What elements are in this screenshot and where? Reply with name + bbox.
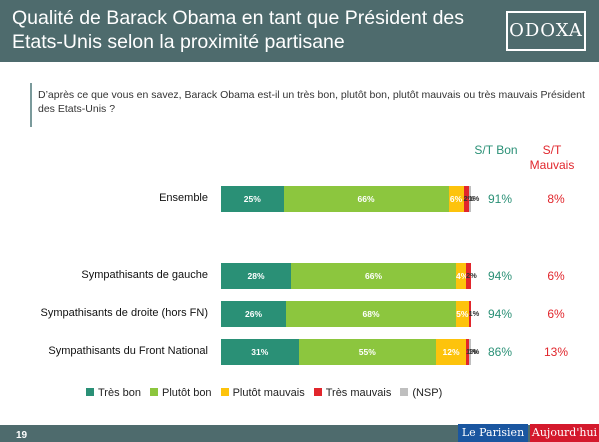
bar-segment: 26%: [221, 301, 286, 327]
legend-item: Plutôt bon: [150, 387, 212, 399]
column-header-st-bon: S/T Bon: [474, 143, 518, 157]
legend-swatch: [220, 388, 229, 396]
odoxa-logo: ODOXA: [506, 11, 586, 51]
bar-segment: 66%: [291, 263, 456, 289]
legend-item: Très mauvais: [313, 387, 392, 399]
category-label: Sympathisants de droite (hors FN): [40, 307, 208, 319]
chart-legend: Très bon Plutôt bon Plutôt mauvais Très mau…: [86, 387, 566, 399]
bar-segment: 66%: [283, 186, 449, 212]
page-title: Qualité de Barack Obama en tant que Prés…: [12, 7, 465, 53]
bar-row: 28% 66% 4% 2%: [221, 263, 477, 289]
bar-segment: 5%: [456, 301, 469, 327]
bar-row: 25%66%6%2%1%: [221, 186, 479, 212]
category-label: Ensemble: [159, 192, 208, 204]
st-bon-value: 94%: [487, 307, 513, 321]
legend-label: Plutôt mauvais: [232, 387, 305, 399]
page-number: 19: [16, 430, 28, 441]
bar-segment: 28%: [221, 263, 291, 289]
bar-segment: 4%: [456, 263, 468, 289]
survey-question: D’après ce que vous en savez, Barack Oba…: [38, 89, 585, 115]
legend-label: (NSP): [412, 387, 443, 399]
bar-segment: 31%: [221, 339, 299, 365]
legend-label: Très bon: [98, 387, 142, 399]
st-mauvais-value: 6%: [547, 269, 565, 283]
legend-label: Très mauvais: [325, 387, 392, 399]
st-bon-value: 86%: [487, 345, 513, 359]
aujourdhui-logo: Aujourd'hui: [530, 424, 599, 442]
bar-segment: 12%: [436, 339, 466, 365]
legend-item: Très bon: [86, 387, 141, 399]
question-accent-bar: [30, 83, 32, 127]
footer-bar: [0, 425, 599, 442]
legend-swatch: [400, 388, 409, 396]
st-bon-value: 91%: [487, 192, 513, 206]
category-label: Sympathisants de gauche: [81, 269, 208, 281]
legend-swatch: [313, 388, 322, 396]
legend-item: Plutôt mauvais: [220, 387, 305, 399]
bar-segment: 55%: [298, 339, 436, 365]
category-label: Sympathisants du Front National: [48, 345, 208, 357]
column-header-st-mauvais: S/T Mauvais: [529, 143, 575, 172]
legend-swatch: [150, 388, 159, 396]
legend-swatch: [86, 388, 94, 396]
le-parisien-logo: Le Parisien: [458, 424, 528, 442]
bar-segment: 6%: [448, 186, 464, 212]
st-bon-value: 94%: [487, 269, 513, 283]
legend-item: (NSP): [400, 387, 442, 399]
bar-row: 31% 55% 12% 1% 1%: [221, 339, 479, 365]
bar-row: 26% 68% 5% 1%: [221, 301, 479, 327]
legend-label: Plutôt bon: [162, 387, 212, 399]
st-mauvais-value: 6%: [547, 307, 565, 321]
bar-segment: 68%: [286, 301, 456, 327]
st-mauvais-value: 8%: [547, 192, 565, 206]
bar-segment: 25%: [221, 186, 284, 212]
st-mauvais-value: 13%: [543, 345, 569, 359]
header-banner: Qualité de Barack Obama en tant que Prés…: [0, 0, 599, 62]
